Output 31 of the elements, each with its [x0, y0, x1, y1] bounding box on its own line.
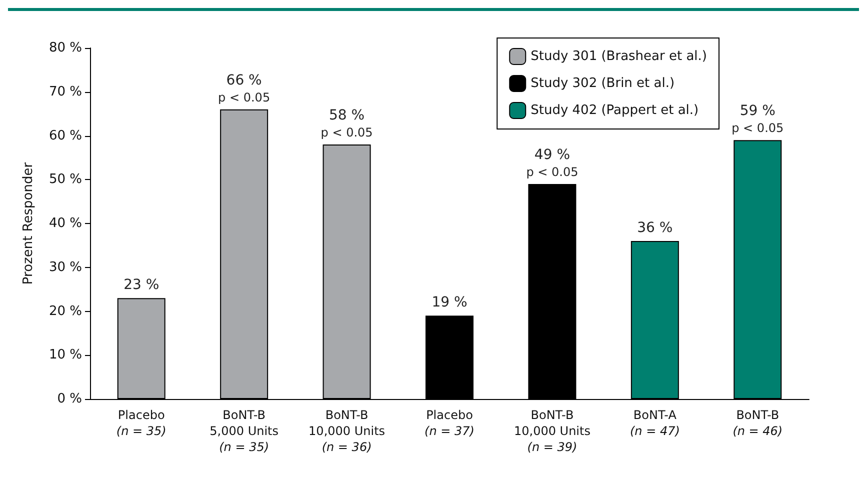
y-tick-label: 30 % [48, 260, 82, 275]
x-tick-label: Placebo (n = 35) [116, 408, 166, 438]
y-tick-label: 80 % [48, 40, 82, 56]
data-label: 19 % [432, 294, 468, 311]
annotation: p < 0.05 [218, 90, 270, 104]
data-label: 59 % [740, 103, 776, 120]
x-tick-label: BoNT-A (n = 47) [630, 408, 680, 438]
legend-label: Study 301 (Brashear et al.) [530, 49, 708, 64]
y-tick-label: 60 % [48, 128, 82, 144]
x-tick-label: BoNT-B 10,000 Units (n = 39) [514, 408, 590, 454]
y-tick-label: 50 % [48, 172, 82, 188]
y-tick-label: 10 % [48, 348, 82, 363]
y-axis-title: Prozent Responder [21, 162, 36, 285]
legend-label: Study 402 (Pappert et al.) [530, 103, 699, 118]
y-tick-label: 40 % [48, 216, 82, 231]
x-tick-label: Placebo (n = 37) [424, 408, 474, 438]
data-label: 58 % [328, 108, 365, 124]
annotation: p < 0.05 [732, 121, 784, 136]
x-tick-label: BoNT-B 10,000 Units (n = 36) [308, 408, 386, 454]
data-label: 23 % [124, 277, 160, 294]
data-label: 36 % [637, 220, 673, 236]
y-tick-label: 70 % [48, 84, 82, 100]
data-label: 66 % [226, 72, 262, 88]
y-tick-label: 0 % [57, 392, 82, 406]
annotation: p < 0.05 [526, 165, 578, 180]
legend-label: Study 302 (Brin et al.) [530, 76, 675, 91]
y-tick-label: 20 % [48, 304, 82, 319]
data-label: 49 % [534, 147, 570, 164]
x-tick-label: BoNT-B (n = 46) [732, 408, 783, 438]
x-tick-label: BoNT-B 5,000 Units (n = 35) [210, 408, 278, 454]
annotation: p < 0.05 [320, 126, 373, 140]
